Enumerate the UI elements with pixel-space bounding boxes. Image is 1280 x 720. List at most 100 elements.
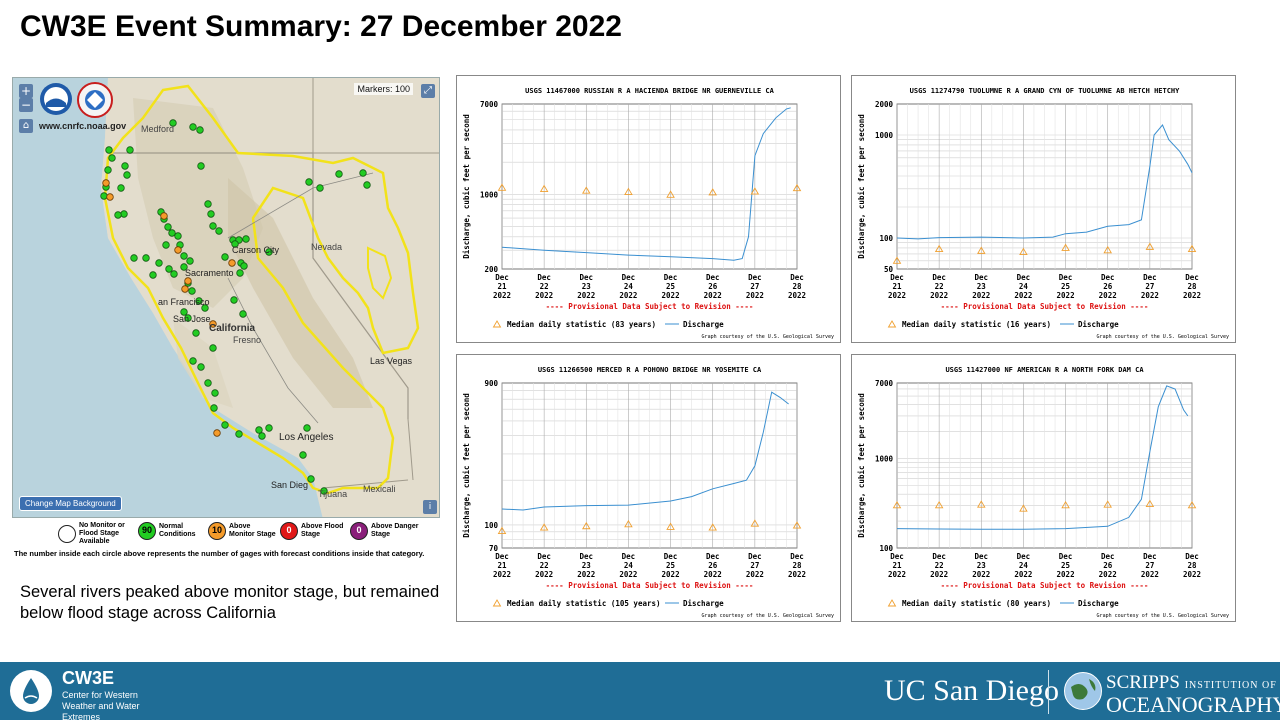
x-tick-label: Dec xyxy=(580,273,594,282)
label-san-jose: San Jose xyxy=(173,314,211,324)
zoom-in-button[interactable]: + xyxy=(19,84,33,98)
x-tick-label: Dec xyxy=(1059,552,1073,561)
gauge-marker-normal[interactable] xyxy=(189,123,197,131)
gauge-marker-normal[interactable] xyxy=(105,146,113,154)
x-tick-label: 2022 xyxy=(1057,570,1075,579)
label-medford: Medford xyxy=(141,124,175,134)
gauge-marker-monitor[interactable] xyxy=(209,320,217,328)
gauge-marker-normal[interactable] xyxy=(197,162,205,170)
gauge-marker-normal[interactable] xyxy=(210,404,218,412)
gauge-marker-normal[interactable] xyxy=(209,344,217,352)
gauge-marker-normal[interactable] xyxy=(335,170,343,178)
cnrfc-map[interactable]: + − ⌂ www.cnrfc.noaa.gov Markers: 100 ⤢ … xyxy=(12,77,440,518)
gauge-marker-normal[interactable] xyxy=(215,227,223,235)
change-map-background-button[interactable]: Change Map Background xyxy=(19,496,122,511)
gauge-marker-normal[interactable] xyxy=(221,253,229,261)
x-tick-label: Dec xyxy=(932,552,946,561)
gauge-marker-normal[interactable] xyxy=(123,171,131,179)
zoom-out-button[interactable]: − xyxy=(19,98,33,112)
chart-tuolumne-river: USGS 11274790 TUOLUMNE R A GRAND CYN OF … xyxy=(851,75,1236,343)
gauge-marker-normal[interactable] xyxy=(239,310,247,318)
gauge-marker-normal[interactable] xyxy=(242,235,250,243)
gauge-marker-normal[interactable] xyxy=(204,379,212,387)
gauge-marker-normal[interactable] xyxy=(320,487,328,495)
gauge-marker-normal[interactable] xyxy=(121,162,129,170)
info-icon[interactable]: i xyxy=(423,500,437,514)
fullscreen-icon[interactable]: ⤢ xyxy=(421,84,435,98)
gauge-marker-monitor[interactable] xyxy=(184,277,192,285)
gauge-marker-normal[interactable] xyxy=(265,248,273,256)
gauge-marker-normal[interactable] xyxy=(305,178,313,186)
y-tick-label: 900 xyxy=(484,379,498,388)
gauge-markers[interactable] xyxy=(13,78,440,518)
gauge-marker-normal[interactable] xyxy=(359,169,367,177)
gauge-marker-normal[interactable] xyxy=(255,426,263,434)
gauge-marker-monitor[interactable] xyxy=(181,285,189,293)
noaa-logo-icon xyxy=(40,83,72,115)
x-tick-label: 27 xyxy=(750,282,759,291)
gauge-marker-normal[interactable] xyxy=(197,363,205,371)
gauge-marker-normal[interactable] xyxy=(201,304,209,312)
gauge-marker-normal[interactable] xyxy=(307,475,315,483)
gauge-marker-normal[interactable] xyxy=(114,211,122,219)
gauge-marker-normal[interactable] xyxy=(258,432,266,440)
gauge-marker-normal[interactable] xyxy=(120,210,128,218)
gauge-marker-normal[interactable] xyxy=(165,265,173,273)
gauge-marker-normal[interactable] xyxy=(192,329,200,337)
median-marker xyxy=(1061,243,1070,251)
gauge-marker-normal[interactable] xyxy=(316,184,324,192)
gauge-marker-normal[interactable] xyxy=(155,259,163,267)
gauge-marker-normal[interactable] xyxy=(108,154,116,162)
gauge-marker-normal[interactable] xyxy=(164,223,172,231)
gauge-marker-monitor[interactable] xyxy=(174,246,182,254)
gauge-marker-normal[interactable] xyxy=(209,222,217,230)
home-icon[interactable]: ⌂ xyxy=(19,119,33,133)
gauge-marker-normal[interactable] xyxy=(196,126,204,134)
gauge-marker-normal[interactable] xyxy=(186,257,194,265)
gauge-marker-normal[interactable] xyxy=(235,430,243,438)
x-tick-label: 2022 xyxy=(1141,570,1159,579)
gauge-marker-normal[interactable] xyxy=(204,200,212,208)
gauge-marker-normal[interactable] xyxy=(230,296,238,304)
gauge-marker-normal[interactable] xyxy=(236,269,244,277)
gauge-marker-normal[interactable] xyxy=(100,192,108,200)
gauge-marker-normal[interactable] xyxy=(188,287,196,295)
gauge-marker-normal[interactable] xyxy=(142,254,150,262)
gauge-marker-normal[interactable] xyxy=(180,252,188,260)
gauge-marker-normal[interactable] xyxy=(189,357,197,365)
gauge-marker-monitor[interactable] xyxy=(228,259,236,267)
gauge-marker-normal[interactable] xyxy=(174,232,182,240)
gauge-marker-normal[interactable] xyxy=(221,421,229,429)
x-tick-label: 2022 xyxy=(1057,291,1075,300)
gauge-marker-normal[interactable] xyxy=(169,119,177,127)
gauge-marker-normal[interactable] xyxy=(207,210,215,218)
map-url: www.cnrfc.noaa.gov xyxy=(39,121,127,131)
gauge-marker-normal[interactable] xyxy=(168,229,176,237)
gauge-marker-normal[interactable] xyxy=(211,389,219,397)
x-tick-label: 23 xyxy=(977,561,987,570)
x-tick-label: 22 xyxy=(935,282,944,291)
gauge-marker-monitor[interactable] xyxy=(102,179,110,187)
gauge-marker-normal[interactable] xyxy=(240,262,248,270)
gauge-marker-normal[interactable] xyxy=(170,270,178,278)
gauge-marker-normal[interactable] xyxy=(180,308,188,316)
gauge-marker-monitor[interactable] xyxy=(160,212,168,220)
gauge-marker-normal[interactable] xyxy=(130,254,138,262)
gauge-marker-normal[interactable] xyxy=(162,241,170,249)
gauge-marker-normal[interactable] xyxy=(104,166,112,174)
x-tick-label: 2022 xyxy=(1014,291,1032,300)
gauge-marker-normal[interactable] xyxy=(363,181,371,189)
gauge-marker-monitor[interactable] xyxy=(106,193,114,201)
gauge-marker-normal[interactable] xyxy=(149,271,157,279)
gauge-marker-normal[interactable] xyxy=(184,314,192,322)
gauge-marker-normal[interactable] xyxy=(117,184,125,192)
gauge-marker-normal[interactable] xyxy=(303,424,311,432)
gauge-marker-normal[interactable] xyxy=(126,146,134,154)
gauge-marker-normal[interactable] xyxy=(180,263,188,271)
gauge-marker-normal[interactable] xyxy=(195,297,203,305)
gauge-marker-normal[interactable] xyxy=(231,240,239,248)
gauge-marker-normal[interactable] xyxy=(265,424,273,432)
x-tick-label: 2022 xyxy=(535,570,553,579)
gauge-marker-monitor[interactable] xyxy=(213,429,221,437)
gauge-marker-normal[interactable] xyxy=(299,451,307,459)
